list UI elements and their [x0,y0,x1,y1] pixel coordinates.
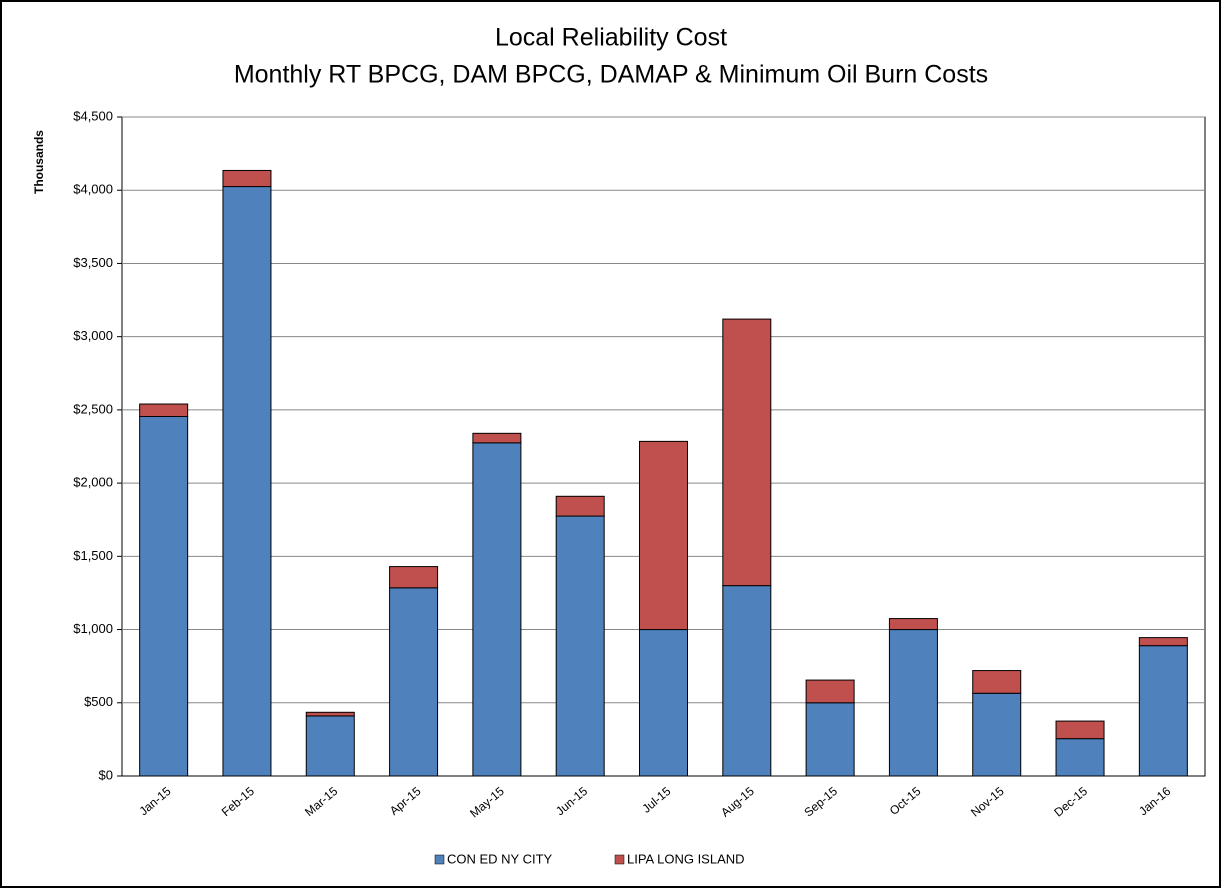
bar-segment [972,670,1022,694]
y-tick-label: $1,500 [73,548,113,563]
bar-segment [472,442,522,777]
y-tick-label: $500 [84,694,113,709]
y-tick-label: $4,000 [73,182,113,197]
chart-subtitle: Monthly RT BPCG, DAM BPCG, DAMAP & Minim… [234,61,988,89]
bar-segment [389,587,439,777]
bar-segment [222,169,272,188]
bar-segment [389,566,439,589]
y-tick-label: $2,000 [73,475,113,490]
bar-segment [305,711,355,717]
bar-segment [1055,720,1105,740]
bar-segment [472,432,522,444]
bar-segment [639,629,688,777]
y-tick-label: $1,000 [73,621,113,636]
bar-segment [639,440,688,631]
legend-swatch [614,854,625,865]
y-tick-label: $3,500 [73,255,113,270]
bar-segment [555,515,605,777]
bar-segment [139,415,189,777]
bar-segment [305,715,355,777]
bar-segment [1138,645,1188,777]
chart-title: Local Reliability Cost [495,24,727,52]
legend-label: LIPA LONG ISLAND [627,851,745,866]
legend-swatch [434,854,445,865]
bar-segment [805,679,855,704]
bar-segment [972,692,1022,777]
bar-segment [805,702,855,777]
y-axis-label: Thousands [32,130,46,194]
bar-segment [139,403,189,417]
bar-segment [722,318,772,587]
bar-segment [1055,738,1105,777]
bar-segment [722,585,772,777]
y-tick-label: $0 [99,767,113,782]
y-tick-label: $2,500 [73,401,113,416]
bar-segment [222,186,272,777]
y-tick-label: $3,000 [73,328,113,343]
bar-segment [1138,637,1188,647]
bar-segment [888,629,938,777]
y-tick-label: $4,500 [73,108,113,123]
legend-label: CON ED NY CITY [447,851,553,866]
bar-segment [888,618,938,631]
bar-segment [555,495,605,517]
